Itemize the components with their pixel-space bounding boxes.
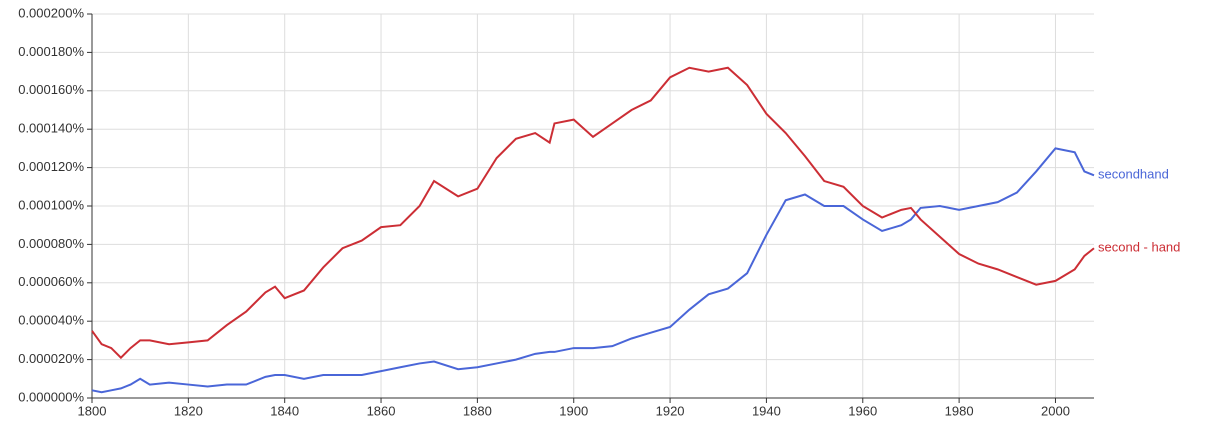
x-tick-label: 1800 [78,403,107,418]
legend-label: second - hand [1098,240,1180,255]
legend-label: secondhand [1098,167,1169,182]
y-tick-label: 0.000200% [18,5,84,20]
x-tick-label: 1860 [367,403,396,418]
x-tick-label: 1980 [945,403,974,418]
x-tick-label: 1880 [463,403,492,418]
x-tick-label: 1920 [656,403,685,418]
y-tick-label: 0.000040% [18,313,84,328]
x-tick-label: 1940 [752,403,781,418]
y-tick-label: 0.000000% [18,389,84,404]
x-tick-label: 1820 [174,403,203,418]
series-line [91,147,1095,394]
series-line [91,66,1095,360]
x-tick-label: 1960 [848,403,877,418]
x-tick-label: 1840 [270,403,299,418]
y-tick-label: 0.000140% [18,121,84,136]
y-tick-label: 0.000180% [18,44,84,59]
y-tick-label: 0.000080% [18,236,84,251]
y-tick-label: 0.000120% [18,159,84,174]
y-tick-label: 0.000160% [18,82,84,97]
x-tick-label: 1900 [559,403,588,418]
y-tick-label: 0.000060% [18,274,84,289]
y-tick-label: 0.000020% [18,351,84,366]
x-tick-label: 2000 [1041,403,1070,418]
y-tick-label: 0.000100% [18,197,84,212]
